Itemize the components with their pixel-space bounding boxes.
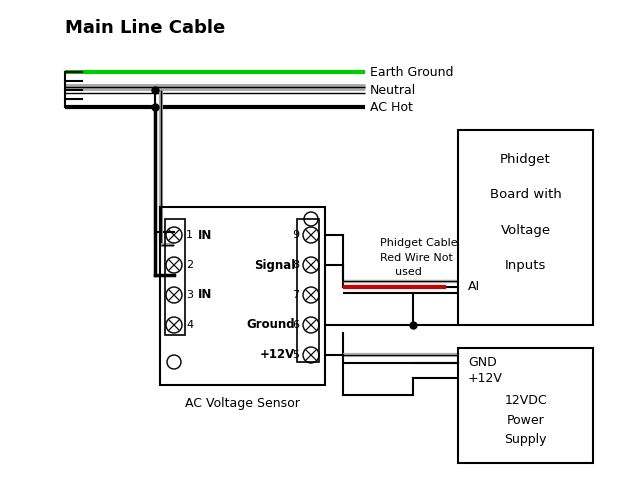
Text: AC Voltage Sensor: AC Voltage Sensor <box>185 396 300 410</box>
Text: AI: AI <box>468 281 480 293</box>
Bar <box>165 219 185 335</box>
Text: 7: 7 <box>292 290 299 300</box>
Text: IN: IN <box>198 289 212 302</box>
Text: Earth Ground: Earth Ground <box>370 65 454 78</box>
Bar <box>160 207 325 385</box>
Text: Ground: Ground <box>246 318 295 332</box>
Text: +12V: +12V <box>468 371 503 384</box>
Text: Board with: Board with <box>490 188 561 202</box>
Text: IN: IN <box>198 228 212 241</box>
Text: 4: 4 <box>186 320 193 330</box>
Text: Red Wire Not: Red Wire Not <box>380 253 453 263</box>
Text: 2: 2 <box>186 260 193 270</box>
Text: GND: GND <box>468 357 496 369</box>
Text: 3: 3 <box>186 290 193 300</box>
Text: used: used <box>395 267 422 277</box>
Text: Supply: Supply <box>504 434 547 446</box>
Text: 5: 5 <box>292 350 299 360</box>
Text: Phidget Cable: Phidget Cable <box>380 238 457 248</box>
Text: Phidget: Phidget <box>500 153 551 166</box>
Bar <box>297 219 319 362</box>
Text: 8: 8 <box>292 260 299 270</box>
Text: 1: 1 <box>186 230 193 240</box>
Bar <box>458 348 593 463</box>
Text: Voltage: Voltage <box>500 224 551 237</box>
Text: 12VDC: 12VDC <box>504 393 547 406</box>
Text: 9: 9 <box>292 230 299 240</box>
Bar <box>458 130 593 325</box>
Text: AC Hot: AC Hot <box>370 100 413 113</box>
Text: 6: 6 <box>292 320 299 330</box>
Text: Main Line Cable: Main Line Cable <box>65 19 226 37</box>
Text: Power: Power <box>507 413 544 426</box>
Text: Signal: Signal <box>254 259 295 272</box>
Text: Neutral: Neutral <box>370 84 416 97</box>
Text: Inputs: Inputs <box>505 259 546 272</box>
Text: +12V: +12V <box>260 348 295 361</box>
